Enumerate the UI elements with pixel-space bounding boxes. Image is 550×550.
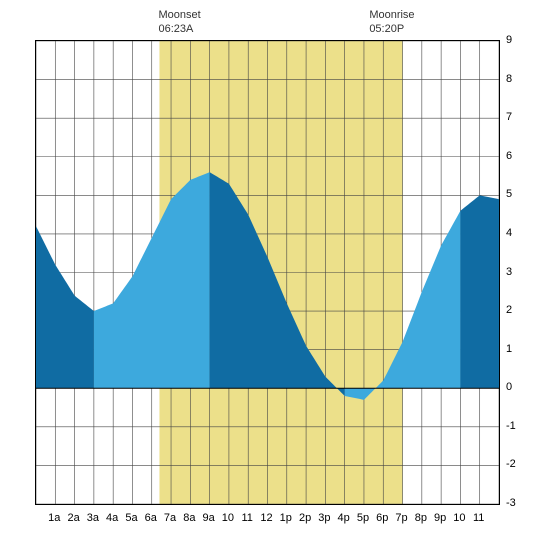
plot-area bbox=[35, 40, 500, 505]
y-tick: 2 bbox=[506, 304, 536, 316]
moonset-annotation: Moonset 06:23A bbox=[158, 8, 200, 36]
x-tick: 11 bbox=[473, 512, 484, 524]
y-tick: 5 bbox=[506, 188, 536, 200]
x-tick: 5a bbox=[125, 512, 137, 524]
x-tick: 10 bbox=[453, 512, 465, 524]
x-tick: 11 bbox=[241, 512, 252, 524]
moonrise-annotation: Moonrise 05:20P bbox=[369, 8, 414, 36]
y-tick: -3 bbox=[506, 497, 536, 509]
y-tick: 1 bbox=[506, 343, 536, 355]
x-tick: 2p bbox=[299, 512, 311, 524]
x-tick: 8a bbox=[183, 512, 195, 524]
x-tick: 7p bbox=[395, 512, 407, 524]
y-tick: 6 bbox=[506, 150, 536, 162]
x-tick: 9p bbox=[434, 512, 446, 524]
moonset-time: 06:23A bbox=[158, 22, 200, 36]
y-tick: 4 bbox=[506, 227, 536, 239]
x-tick: 7a bbox=[164, 512, 176, 524]
y-tick: 7 bbox=[506, 111, 536, 123]
y-tick: 8 bbox=[506, 73, 536, 85]
x-tick: 6a bbox=[145, 512, 157, 524]
x-tick: 12 bbox=[260, 512, 272, 524]
y-tick: 9 bbox=[506, 34, 536, 46]
tide-chart: Moonset 06:23A Moonrise 05:20P -3-2-1012… bbox=[0, 0, 550, 550]
x-tick: 4a bbox=[106, 512, 118, 524]
y-tick: 3 bbox=[506, 266, 536, 278]
x-tick: 5p bbox=[357, 512, 369, 524]
moonset-label: Moonset bbox=[158, 8, 200, 22]
x-tick: 3a bbox=[87, 512, 99, 524]
moonrise-time: 05:20P bbox=[369, 22, 414, 36]
x-tick: 1a bbox=[48, 512, 60, 524]
x-tick: 4p bbox=[338, 512, 350, 524]
y-tick: -1 bbox=[506, 420, 536, 432]
x-tick: 8p bbox=[415, 512, 427, 524]
plot-svg bbox=[36, 41, 499, 504]
y-tick: -2 bbox=[506, 458, 536, 470]
x-tick: 6p bbox=[376, 512, 388, 524]
x-tick: 1p bbox=[280, 512, 292, 524]
x-tick: 9a bbox=[203, 512, 215, 524]
moonrise-label: Moonrise bbox=[369, 8, 414, 22]
x-tick: 2a bbox=[67, 512, 79, 524]
x-tick: 10 bbox=[222, 512, 234, 524]
y-tick: 0 bbox=[506, 381, 536, 393]
x-tick: 3p bbox=[318, 512, 330, 524]
